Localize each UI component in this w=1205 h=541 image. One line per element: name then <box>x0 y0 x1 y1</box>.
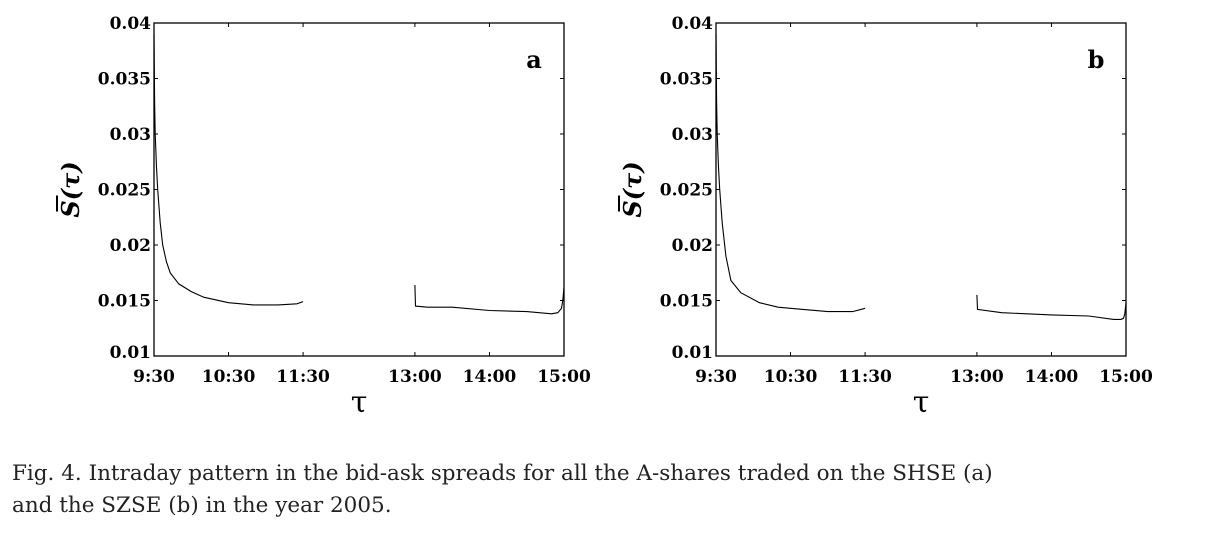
y-axis-label: S(τ) <box>56 161 85 217</box>
x-tick-label: 10:30 <box>202 367 256 387</box>
caption-line-2: and the SZSE (b) in the year 2005. <box>12 493 392 518</box>
chart-panel-a: 0.01 0.015 0.02 0.025 0.03 0.035 0.04 9:30 10:30… <box>56 14 591 420</box>
plot-frame <box>153 22 565 357</box>
y-tick-label: 0.04 <box>672 14 714 34</box>
series-line-afternoon <box>976 294 1127 320</box>
caption-line-1: Fig. 4. Intraday pattern in the bid-ask … <box>12 461 993 486</box>
x-tick-label: 14:00 <box>1025 367 1079 387</box>
panel-label: a <box>526 45 542 74</box>
y-tick-label: 0.035 <box>98 70 151 90</box>
x-tick-label: 14:00 <box>463 367 517 387</box>
x-tick-label: 13:00 <box>388 367 442 387</box>
x-tick-label: 15:00 <box>1099 367 1153 387</box>
y-tick-label: 0.03 <box>672 125 713 145</box>
x-axis-label: τ <box>351 385 368 420</box>
y-tick-label: 0.025 <box>98 181 151 201</box>
y-tick-label: 0.01 <box>672 343 713 363</box>
y-tick-label: 0.04 <box>110 14 152 34</box>
plot-frame <box>715 22 1127 357</box>
y-tick-label: 0.01 <box>110 343 151 363</box>
y-tick-label: 0.02 <box>672 236 713 256</box>
y-tick-label: 0.03 <box>110 125 151 145</box>
x-tick-label: 13:00 <box>950 367 1004 387</box>
series-line-morning <box>153 34 304 306</box>
y-tick-label: 0.035 <box>660 70 713 90</box>
x-tick-label: 9:30 <box>695 367 737 387</box>
x-tick-label: 10:30 <box>764 367 818 387</box>
x-tick-label: 15:00 <box>537 367 591 387</box>
y-tick-label: 0.015 <box>660 292 713 312</box>
x-tick-label: 11:30 <box>276 367 330 387</box>
x-axis-label: τ <box>913 385 930 420</box>
figure-caption: Fig. 4. Intraday pattern in the bid-ask … <box>12 458 1202 522</box>
x-tick-label: 9:30 <box>133 367 175 387</box>
y-tick-label: 0.015 <box>98 292 151 312</box>
x-tick-label: 11:30 <box>838 367 892 387</box>
panel-label: b <box>1088 45 1105 74</box>
y-axis-label: S(τ) <box>618 161 647 217</box>
y-tick-label: 0.025 <box>660 181 713 201</box>
chart-panel-b: 0.01 0.015 0.02 0.025 0.03 0.035 0.04 9:30 10:30… <box>618 14 1153 420</box>
y-tick-label: 0.02 <box>110 236 151 256</box>
series-line-afternoon <box>414 284 565 315</box>
series-line-morning <box>715 34 866 313</box>
